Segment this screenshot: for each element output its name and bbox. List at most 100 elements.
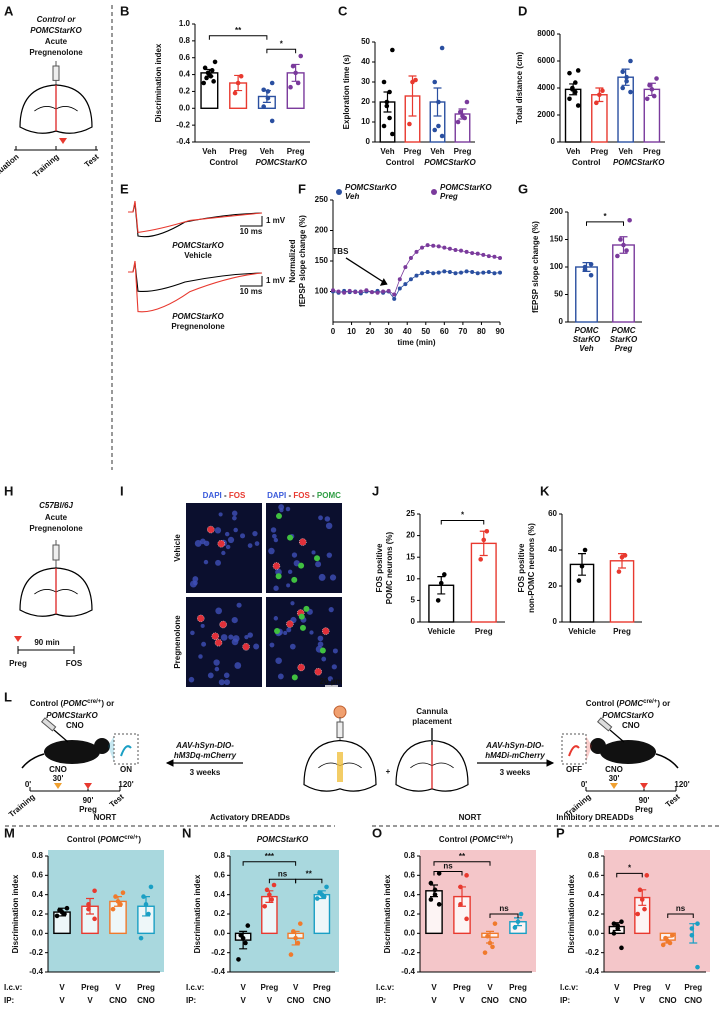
y-tick-label: -0.4	[585, 967, 599, 976]
syringe-label: CNO	[66, 721, 84, 730]
data-point	[611, 931, 617, 936]
nucleus	[318, 515, 323, 521]
significance-bracket	[433, 870, 463, 876]
data-point	[62, 911, 67, 917]
time-label: 120'	[118, 780, 133, 789]
data-point	[478, 557, 483, 562]
nucleus	[236, 602, 242, 608]
marker-triangle	[84, 783, 92, 789]
data-point	[425, 243, 430, 248]
data-point	[314, 896, 320, 901]
timeline-label: Test	[664, 792, 682, 809]
y-tick-label: 0	[551, 137, 556, 146]
data-point	[597, 92, 602, 98]
fos-cell	[297, 663, 305, 672]
data-point	[397, 286, 402, 291]
y-tick-label: 30	[361, 77, 370, 86]
nucleus	[326, 552, 333, 558]
nucleus	[215, 607, 223, 615]
data-point	[594, 100, 599, 106]
significance-bracket	[242, 861, 297, 866]
data-point	[637, 887, 643, 893]
row-cell: CNO	[481, 996, 499, 1005]
injection-site	[337, 752, 343, 782]
nucleus	[273, 616, 279, 621]
data-point	[267, 892, 272, 897]
data-point	[647, 83, 652, 88]
data-point	[148, 884, 154, 890]
data-point	[436, 99, 441, 105]
x-tick-label: 50	[421, 327, 430, 336]
x-tick-label-box: POMC StarKO Veh	[573, 326, 601, 353]
nucleus	[283, 630, 288, 636]
significance-label: **	[459, 852, 466, 861]
y-tick-label: 150	[315, 256, 329, 265]
data-point	[436, 123, 441, 129]
row-cell: Preg	[684, 983, 702, 992]
cno-label: CNO	[605, 765, 623, 774]
data-point	[475, 271, 480, 276]
data-point	[464, 99, 470, 105]
data-point	[621, 242, 626, 248]
data-point	[436, 902, 442, 907]
significance-label: *	[280, 39, 284, 48]
y-tick-label: 50	[361, 37, 370, 46]
y-tick-label: 0.8	[32, 851, 44, 860]
marker-triangle	[640, 783, 648, 789]
data-point	[567, 96, 572, 102]
nucleus	[231, 510, 238, 517]
data-point	[86, 906, 91, 912]
data-point	[369, 290, 374, 295]
y-tick-label: 2000	[537, 110, 555, 119]
y-tick-label: 0.8	[179, 36, 191, 45]
data-point	[243, 940, 248, 946]
data-point	[403, 265, 408, 270]
column-header-part: FOS	[229, 491, 246, 500]
data-point	[624, 78, 629, 84]
fos-cell	[217, 540, 225, 548]
y-tick-label: 0.2	[32, 909, 44, 918]
fos-cell	[219, 620, 227, 629]
y-tick-label: 4000	[537, 83, 555, 92]
data-point	[118, 902, 123, 907]
data-point	[651, 93, 657, 99]
nucleus	[221, 550, 226, 556]
time-label: 0'	[25, 780, 31, 789]
trace-label: POMCStarKO	[172, 241, 224, 250]
model-title-part: Control (	[30, 699, 64, 708]
y-tick-label: 0.6	[32, 870, 44, 879]
data-point	[414, 249, 419, 254]
y-axis-title: Normalized	[288, 239, 297, 282]
data-point	[336, 289, 341, 294]
y-tick-label: 100	[315, 287, 329, 296]
data-point	[432, 892, 438, 897]
nucleus	[192, 576, 199, 582]
title-line: Pregnenolone	[29, 48, 83, 57]
legend-label-box: POMCStarKO Veh	[345, 183, 397, 201]
data-point	[420, 271, 425, 276]
data-point	[573, 89, 578, 95]
x-tick-label: 30	[384, 327, 393, 336]
data-point	[486, 269, 491, 274]
data-point	[261, 87, 266, 93]
significance-bracket	[667, 913, 694, 918]
column-header-part: POMC	[317, 491, 341, 500]
nucleus	[214, 527, 222, 534]
data-point	[293, 935, 298, 941]
data-point	[347, 288, 352, 293]
nucleus	[232, 635, 240, 643]
significance-bracket	[489, 913, 519, 918]
data-point	[619, 554, 625, 560]
mouse-head	[590, 738, 606, 754]
data-point	[492, 254, 497, 259]
nucleus	[273, 537, 279, 543]
x-tick-label: Vehicle	[427, 627, 455, 636]
data-point	[212, 59, 218, 65]
x-tick-label: 70	[458, 327, 467, 336]
row-cell: V	[59, 983, 65, 992]
panel-label: P	[556, 825, 565, 840]
pomc-cell	[291, 674, 298, 681]
nucleus	[214, 666, 220, 672]
data-point	[146, 911, 151, 917]
y-tick-label: 150	[550, 235, 564, 244]
